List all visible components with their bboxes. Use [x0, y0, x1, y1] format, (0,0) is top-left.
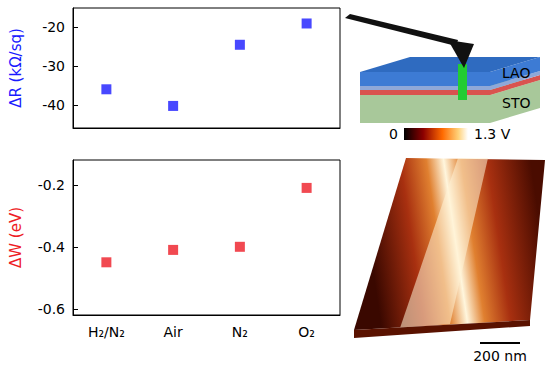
svg-text:LAO: LAO — [502, 65, 530, 81]
svg-text:200 nm: 200 nm — [473, 348, 527, 364]
svg-text:-20: -20 — [42, 19, 65, 35]
svg-text:H₂/N₂: H₂/N₂ — [88, 324, 125, 340]
svg-text:-0.4: -0.4 — [38, 239, 65, 255]
svg-text:ΔW (eV): ΔW (eV) — [7, 207, 25, 268]
svg-text:Air: Air — [164, 324, 183, 340]
svg-text:-40: -40 — [42, 97, 65, 113]
svg-text:1.3 V: 1.3 V — [474, 126, 511, 142]
svg-text:N₂: N₂ — [232, 324, 248, 340]
svg-text:STO: STO — [502, 95, 530, 111]
svg-text:-30: -30 — [42, 58, 65, 74]
svg-text:-0.2: -0.2 — [38, 177, 65, 193]
svg-text:O₂: O₂ — [298, 324, 315, 340]
svg-text:ΔR (kΩ/sq): ΔR (kΩ/sq) — [7, 28, 25, 108]
svg-text:-0.6: -0.6 — [38, 301, 65, 317]
svg-text:0: 0 — [389, 126, 398, 142]
